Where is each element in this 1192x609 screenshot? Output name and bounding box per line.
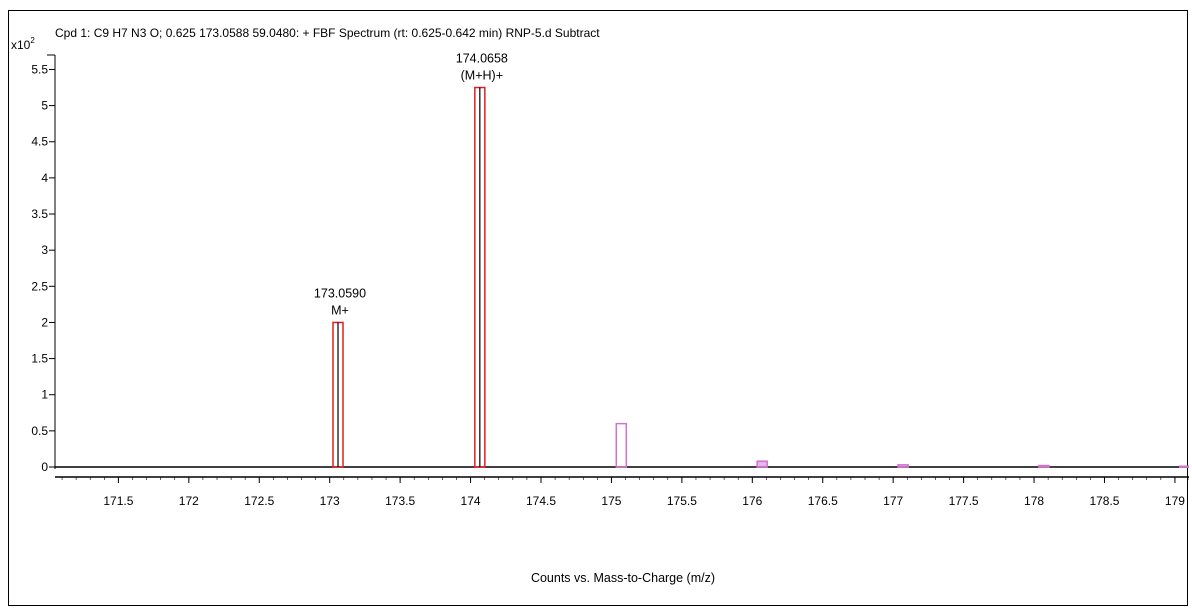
peak-label: 174.0658 <box>456 52 508 66</box>
y-tick-label: 4.5 <box>31 135 48 149</box>
x-tick-label: 177.5 <box>949 494 979 508</box>
y-tick-label: 0 <box>41 460 48 474</box>
x-axis: 171.5 172 172.5 173 173.5 174 174.5 175 175.5 176… <box>55 466 1189 508</box>
peak-label: (M+H)+ <box>461 69 503 83</box>
y-tick-label: 4 <box>41 171 48 185</box>
x-tick-label: 176 <box>742 494 762 508</box>
y-tick-label: 0.5 <box>31 424 48 438</box>
y-tick-label: 1.5 <box>31 352 48 366</box>
x-tick-label: 173 <box>320 494 340 508</box>
peak-box <box>897 464 909 468</box>
x-tick-label: 174.5 <box>526 494 556 508</box>
x-tick-label: 172.5 <box>244 494 274 508</box>
x-tick-label: 178.5 <box>1089 494 1119 508</box>
x-tick-label: 175.5 <box>667 494 697 508</box>
y-tick-label: 5 <box>41 99 48 113</box>
chart-frame: Cpd 1: C9 H7 N3 O; 0.625 173.0588 59.048… <box>8 10 1189 606</box>
mass-spectrum-chart: Cpd 1: C9 H7 N3 O; 0.625 173.0588 59.048… <box>11 26 1189 585</box>
x-tick-label: 176.5 <box>808 494 838 508</box>
y-tick-label: 5.5 <box>31 62 48 76</box>
x-tick-label: 174 <box>461 494 481 508</box>
y-tick-label: 2.5 <box>31 279 48 293</box>
y-tick-label: 3.5 <box>31 207 48 221</box>
x-tick-label: 177 <box>883 494 903 508</box>
chart-title: Cpd 1: C9 H7 N3 O; 0.625 173.0588 59.048… <box>55 26 600 40</box>
x-tick-label: 173.5 <box>385 494 415 508</box>
x-tick-label: 171.5 <box>103 494 133 508</box>
y-tick-label: 3 <box>41 243 48 257</box>
peak-label: M+ <box>331 303 349 317</box>
peaks <box>332 86 1189 469</box>
y-scale-label: x102 <box>11 36 35 52</box>
y-tick-label: 1 <box>41 388 48 402</box>
y-axis: 0 0.5 1 1.5 2 2.5 3 3.5 4 4.5 5 5.5 <box>31 55 56 474</box>
peak-labels: 173.0590 M+ 174.0658 (M+H)+ <box>314 52 508 318</box>
x-tick-label: 179 <box>1165 494 1185 508</box>
peak-box <box>1038 464 1050 468</box>
peak-label: 173.0590 <box>314 286 366 300</box>
peak-box <box>615 422 628 468</box>
x-tick-label: 175 <box>601 494 621 508</box>
x-axis-title: Counts vs. Mass-to-Charge (m/z) <box>531 571 715 585</box>
x-tick-label: 178 <box>1024 494 1044 508</box>
y-tick-label: 2 <box>41 315 48 329</box>
peak-box <box>756 460 768 468</box>
x-tick-label: 172 <box>179 494 199 508</box>
peak-box <box>1179 465 1189 469</box>
y-scale-exponent: 2 <box>30 36 35 45</box>
y-scale-base: x10 <box>11 38 31 52</box>
